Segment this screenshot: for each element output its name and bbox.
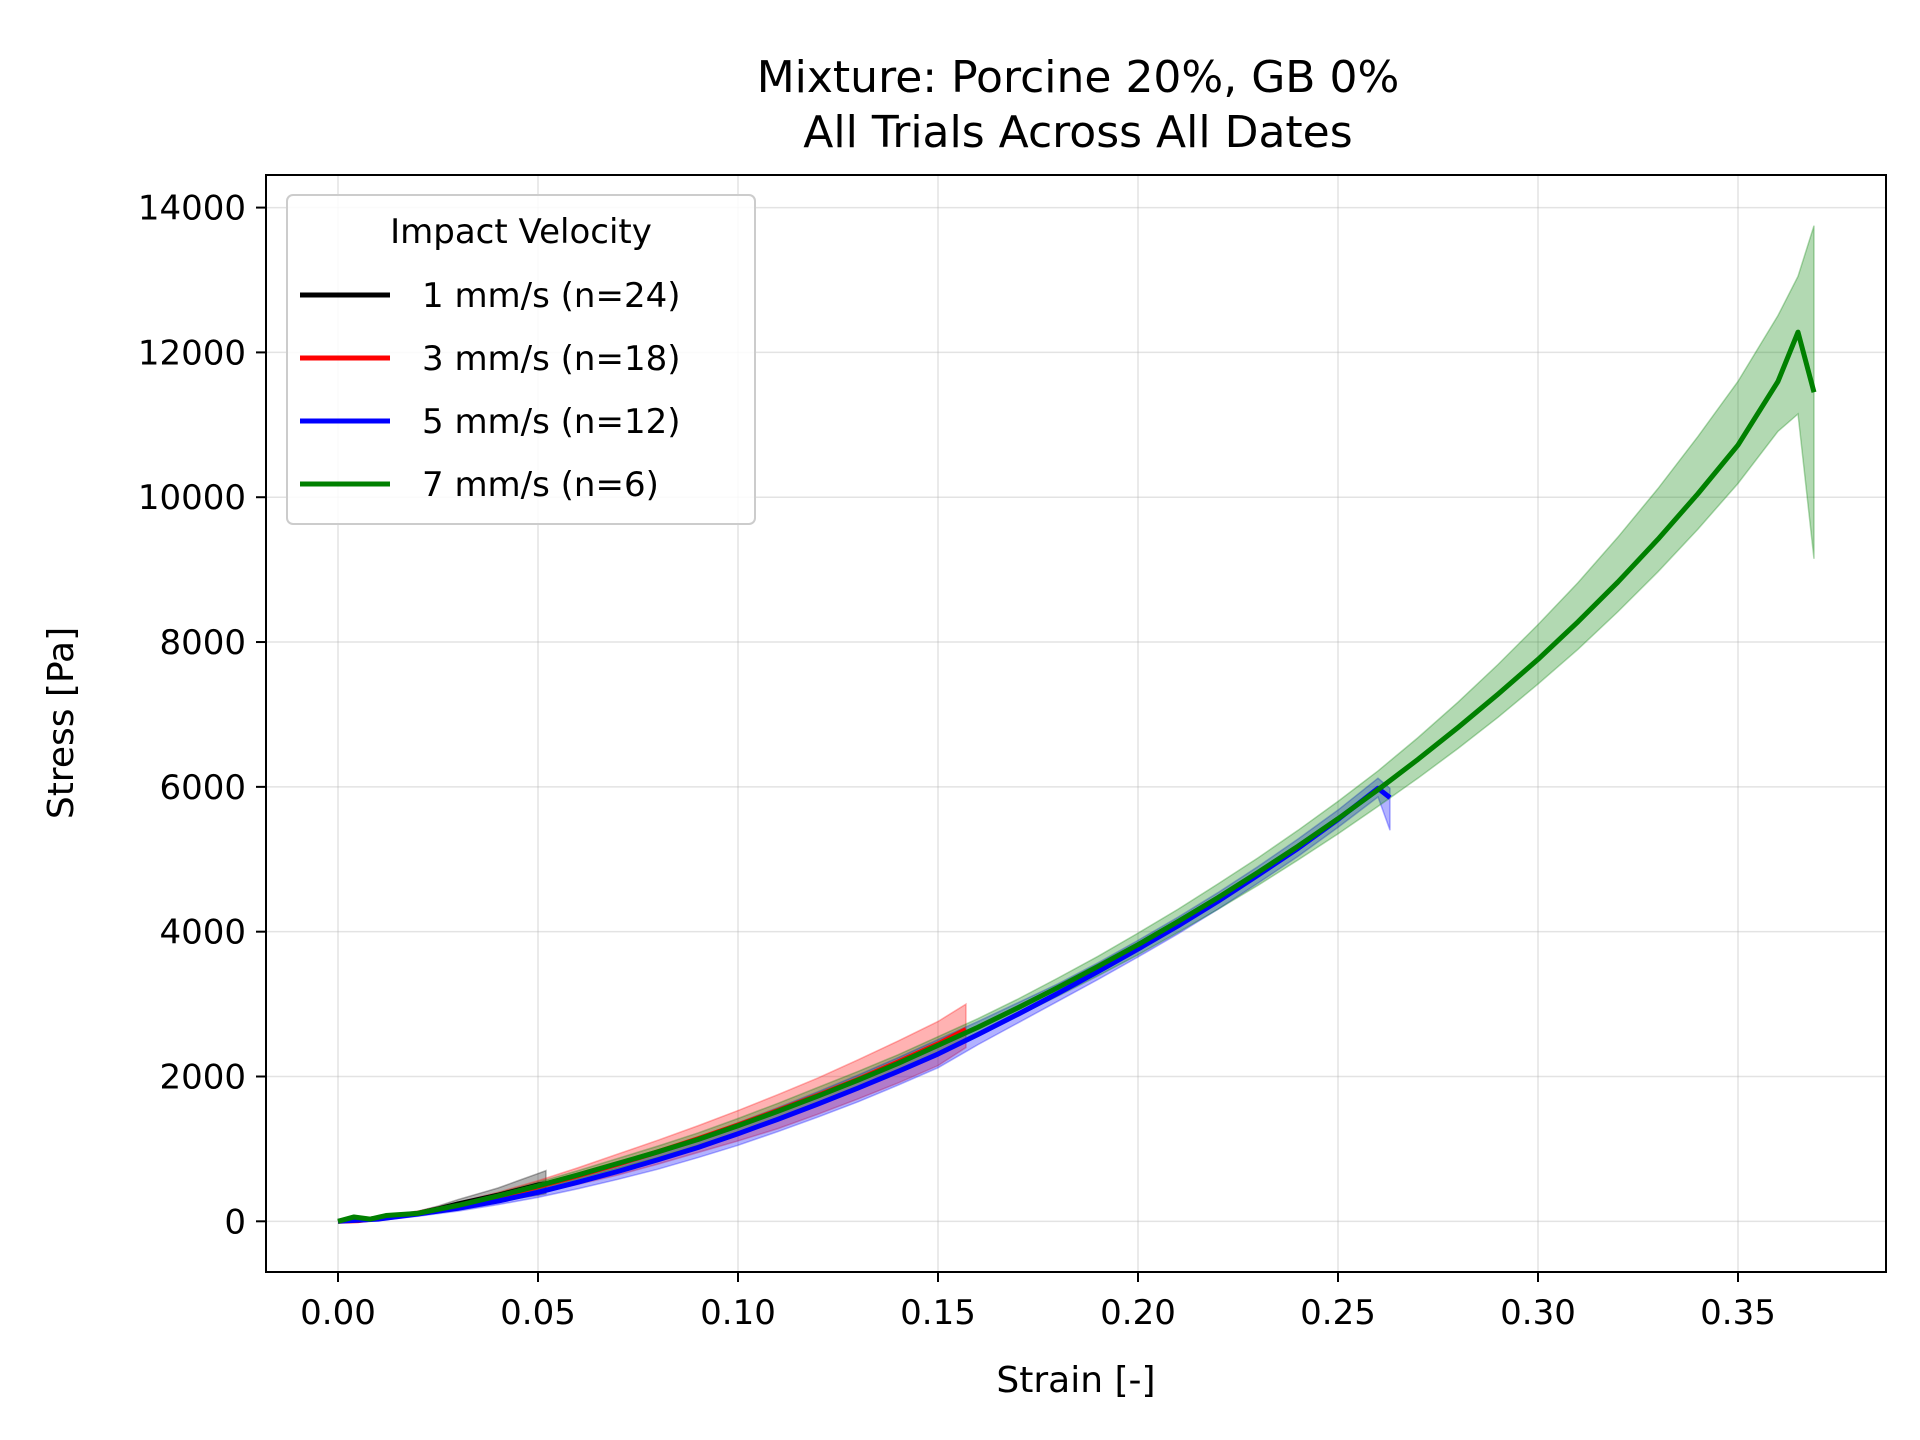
y-tick-label: 8000: [159, 623, 246, 663]
legend-box: [286, 194, 756, 525]
y-axis-label: Stress [Pa]: [41, 627, 82, 819]
legend-label: 3 mm/s (n=18): [422, 339, 681, 379]
legend-label: 1 mm/s (n=24): [422, 276, 681, 316]
y-tick-label: 10000: [138, 478, 246, 518]
line-7-mm-s: [337, 329, 1817, 1224]
chart-subtitle: All Trials Across All Dates: [803, 107, 1352, 158]
x-tick-label: 0.30: [1500, 1293, 1576, 1333]
x-tick-label: 0.10: [700, 1293, 776, 1333]
y-tick-label: 6000: [159, 768, 246, 808]
legend-title: Impact Velocity: [390, 212, 652, 252]
y-tick-label: 4000: [159, 913, 246, 953]
legend-label: 7 mm/s (n=6): [422, 465, 659, 505]
y-tick-label: 0: [224, 1202, 246, 1242]
x-tick-label: 0.35: [1700, 1293, 1776, 1333]
x-axis-label: Strain [-]: [996, 1360, 1155, 1401]
plot-frame: [265, 174, 1887, 1273]
x-tick-label: 0.05: [500, 1293, 576, 1333]
y-tick-label: 12000: [138, 333, 246, 373]
x-tick-label: 0.25: [1300, 1293, 1376, 1333]
x-tick-label: 0.20: [1100, 1293, 1176, 1333]
chart-title: Mixture: Porcine 20%, GB 0%: [757, 52, 1400, 103]
legend: Impact Velocity 1 mm/s (n=24) 3 mm/s (n=1…: [286, 194, 756, 525]
legend-label: 5 mm/s (n=12): [422, 402, 681, 442]
series-lines: [337, 329, 1817, 1224]
x-tick-label: 0.00: [300, 1293, 376, 1333]
y-tick-label: 2000: [159, 1057, 246, 1097]
x-tick-label: 0.15: [900, 1293, 976, 1333]
y-tick-label: 14000: [138, 189, 246, 229]
line-5-mm-s: [337, 785, 1392, 1224]
x-axis: 0.00 0.05 0.10 0.15 0.20 0.25 0.30 0.35: [300, 1272, 1776, 1333]
y-axis: 0 2000 4000 6000 8000 10000 12000 14000: [138, 189, 266, 1242]
legend-items: 1 mm/s (n=24) 3 mm/s (n=18) 5 mm/s (n=12) 7…: [300, 276, 681, 505]
